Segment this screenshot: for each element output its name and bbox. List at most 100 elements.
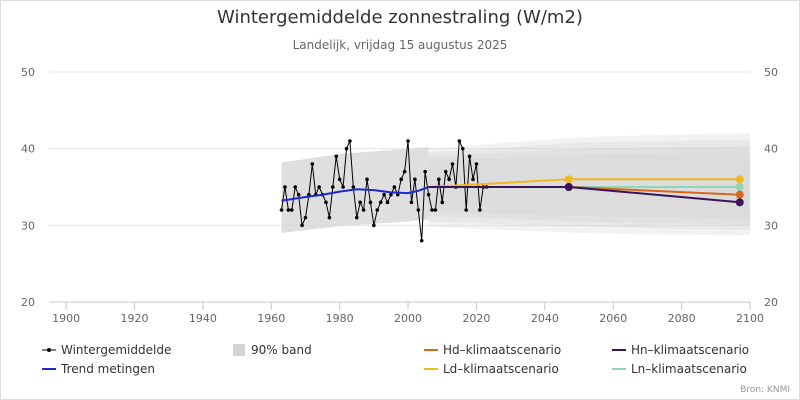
y-tick-label-left: 40 — [21, 143, 35, 156]
measurement-point — [368, 200, 373, 205]
ld-scenario-marker — [564, 175, 573, 184]
scenario-band — [428, 133, 750, 236]
measurement-point — [443, 169, 448, 174]
measurement-point — [395, 192, 400, 197]
legend-label: Ld–klimaatscenario — [443, 362, 559, 376]
x-tick-label: 1960 — [257, 312, 285, 325]
measurement-point — [416, 208, 421, 212]
measurement-point — [447, 177, 451, 182]
measurement-point — [310, 162, 315, 166]
y-tick-label-left: 50 — [21, 66, 35, 79]
measurement-point — [450, 162, 455, 166]
measurement-point — [460, 146, 465, 151]
legend-item-hd[interactable]: Hd–klimaatscenario — [424, 343, 561, 357]
hn-scenario-marker — [564, 183, 573, 191]
measurement-point — [409, 200, 414, 205]
measurement-point — [337, 177, 342, 182]
x-tick-label: 2060 — [599, 312, 627, 325]
measurement-point — [378, 200, 383, 205]
chart-subtitle: Landelijk, vrijdag 15 augustus 2025 — [292, 38, 508, 52]
legend-item-ln[interactable]: Ln–klimaatscenario — [612, 362, 747, 376]
y-tick-label-left: 30 — [21, 219, 35, 232]
measurement-point — [375, 208, 380, 212]
legend-symbol-hd — [424, 349, 438, 351]
measurement-point — [324, 200, 328, 205]
legend-label: 90% band — [251, 343, 312, 357]
measurement-point — [423, 169, 427, 174]
measurement-point — [341, 185, 345, 189]
measurement-point — [385, 200, 390, 205]
ln-scenario-marker — [735, 183, 744, 191]
x-tick-label: 2080 — [668, 312, 696, 325]
hd-scenario-marker — [735, 190, 744, 199]
measurement-point — [382, 192, 386, 197]
measurement-point — [471, 177, 475, 182]
measurement-point — [283, 185, 287, 189]
legend-symbol-band — [233, 344, 245, 356]
legend-symbol-trend — [42, 368, 56, 370]
measurement-point — [430, 208, 434, 212]
measurement-point — [344, 146, 349, 151]
measurement-point — [457, 139, 462, 143]
y-tick-label-right: 30 — [764, 219, 778, 232]
legend-label: Wintergemiddelde — [61, 343, 172, 357]
measurement-point — [399, 177, 404, 182]
measurement-point — [372, 223, 376, 228]
x-tick-label: 2100 — [736, 312, 764, 325]
y-tick-label-right: 20 — [764, 296, 778, 309]
y-tick-label-right: 50 — [764, 66, 778, 79]
measurement-point — [351, 185, 356, 189]
measurement-point — [293, 185, 298, 189]
measurement-point — [334, 154, 339, 159]
measurement-point — [467, 154, 472, 159]
measurement-point — [474, 162, 479, 166]
x-tick-label: 2040 — [531, 312, 559, 325]
measurement-point — [331, 185, 335, 189]
legend-label: Ln–klimaatscenario — [631, 362, 747, 376]
measurement-point — [389, 192, 393, 197]
measurement-point — [361, 208, 366, 212]
legend-label: Hn–klimaatscenario — [631, 343, 750, 357]
legend-swatch — [233, 344, 245, 356]
measurement-point — [440, 200, 445, 205]
legend-item-ld[interactable]: Ld–klimaatscenario — [424, 362, 559, 376]
measurement-point — [402, 169, 407, 174]
legend-symbol-hn — [612, 349, 626, 351]
measurement-point — [354, 215, 359, 220]
legend-item-trend[interactable]: Trend metingen — [42, 362, 155, 376]
measurement-point — [392, 185, 397, 189]
credits: Bron: KNMI — [740, 385, 790, 395]
x-tick-label: 1900 — [52, 312, 80, 325]
measurement-point — [419, 238, 424, 243]
legend-symbol-measurements — [42, 348, 56, 352]
measurement-point — [433, 208, 438, 212]
measurement-point — [286, 208, 291, 212]
measurement-point — [464, 208, 468, 212]
legend-label: Hd–klimaatscenario — [443, 343, 562, 357]
measurement-point — [296, 192, 301, 197]
ld-scenario-marker — [735, 175, 744, 184]
scenario-band — [428, 146, 750, 226]
x-tick-label: 2020 — [462, 312, 490, 325]
trend-series-line — [281, 186, 429, 202]
measurement-point — [279, 208, 284, 212]
measurement-point — [348, 139, 352, 143]
hn-scenario-marker — [735, 198, 744, 207]
measurement-point — [437, 177, 441, 182]
measurement-point — [426, 192, 431, 197]
measurement-point — [406, 139, 410, 143]
scenario-band — [428, 139, 750, 230]
legend-item-measurements[interactable]: Wintergemiddelde — [42, 343, 171, 357]
y-tick-label-left: 20 — [21, 296, 35, 309]
y-tick-label-right: 40 — [764, 143, 778, 156]
x-tick-label: 1920 — [120, 312, 148, 325]
legend-item-hn[interactable]: Hn–klimaatscenario — [612, 343, 749, 357]
legend-item-band[interactable]: 90% band — [232, 343, 312, 357]
measurement-point — [413, 177, 417, 182]
x-tick-label: 1940 — [189, 312, 217, 325]
measurement-point — [478, 208, 482, 212]
legend-symbol-ld — [424, 368, 438, 370]
x-tick-label: 1980 — [326, 312, 354, 325]
